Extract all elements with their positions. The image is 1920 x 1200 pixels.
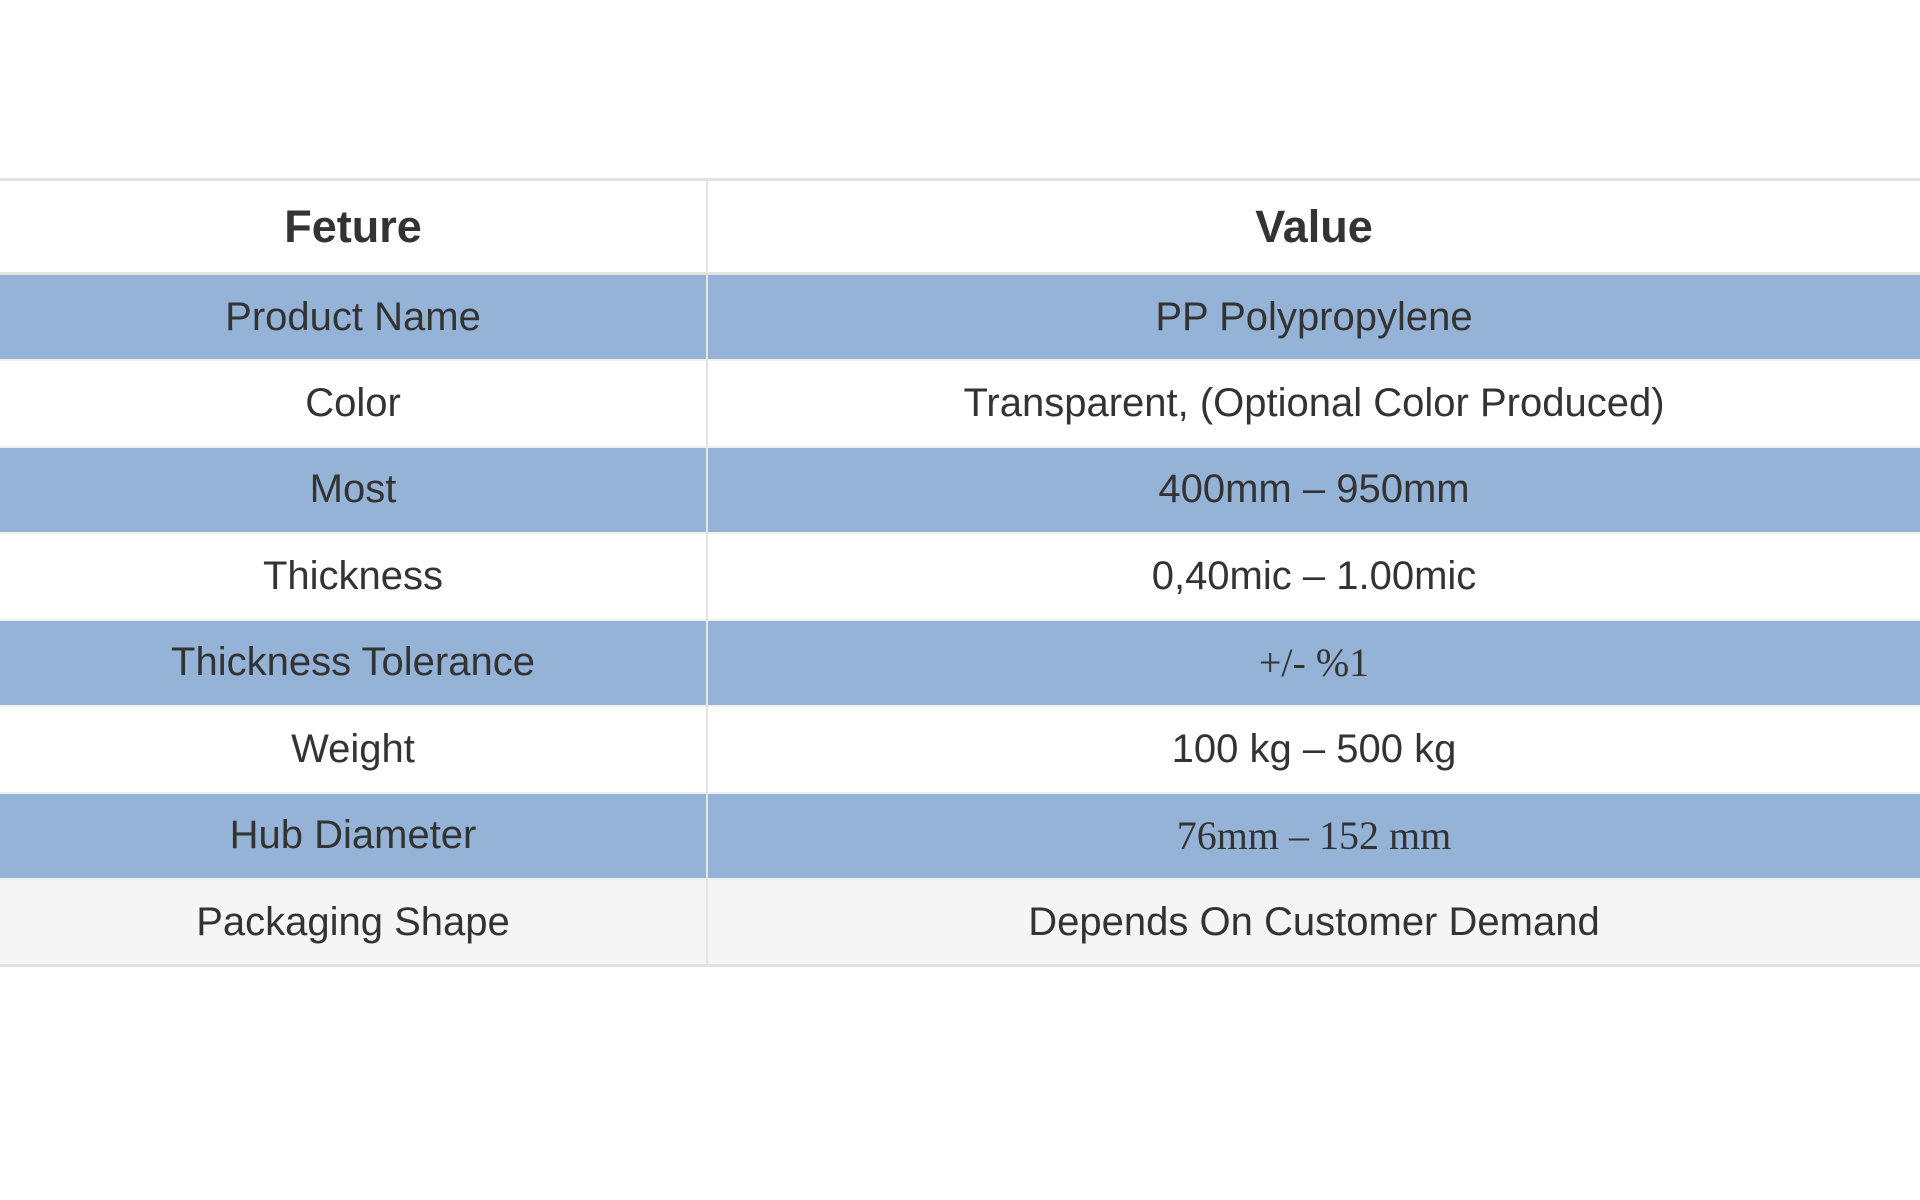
header-feature: Feture xyxy=(0,179,708,274)
feature-cell: Hub Diameter xyxy=(0,792,708,879)
feature-cell: Thickness xyxy=(0,533,708,620)
header-value: Value xyxy=(1255,200,1373,252)
value-cell: Transparent, (Optional Color Produced) xyxy=(963,380,1665,425)
value-cell: 100 kg – 500 kg xyxy=(1171,726,1457,771)
table-row: Product Name PP Polypropylene xyxy=(0,273,1920,360)
table-row: Packaging Shape Depends On Customer Dema… xyxy=(0,879,1920,966)
value-cell: Depends On Customer Demand xyxy=(1028,899,1600,944)
value-cell: +/- %1 xyxy=(1258,640,1370,686)
feature-cell: Color xyxy=(0,360,708,447)
table-row: Thickness Tolerance +/- %1 xyxy=(0,619,1920,706)
table-row: Thickness 0,40mic – 1.00mic xyxy=(0,533,1920,620)
specifications-table: Feture Value Product Name PP Polypropyle… xyxy=(0,178,1920,967)
feature-cell: Product Name xyxy=(0,273,708,360)
header-row: Feture Value xyxy=(0,179,1920,274)
value-cell: 76mm – 152 mm xyxy=(1176,813,1452,859)
table-body: Product Name PP Polypropylene Color Tran… xyxy=(0,273,1920,966)
feature-cell: Weight xyxy=(0,706,708,793)
value-cell: 0,40mic – 1.00mic xyxy=(1151,553,1477,598)
table-row: Color Transparent, (Optional Color Produ… xyxy=(0,360,1920,447)
table-header: Feture Value xyxy=(0,179,1920,274)
feature-cell: Thickness Tolerance xyxy=(0,619,708,706)
value-cell: 400mm – 950mm xyxy=(1158,467,1470,512)
feature-cell: Packaging Shape xyxy=(0,879,708,966)
value-cell: PP Polypropylene xyxy=(1155,294,1473,339)
feature-cell: Most xyxy=(0,446,708,533)
table-row: Most 400mm – 950mm xyxy=(0,446,1920,533)
table-row: Hub Diameter 76mm – 152 mm xyxy=(0,792,1920,879)
table-row: Weight 100 kg – 500 kg xyxy=(0,706,1920,793)
